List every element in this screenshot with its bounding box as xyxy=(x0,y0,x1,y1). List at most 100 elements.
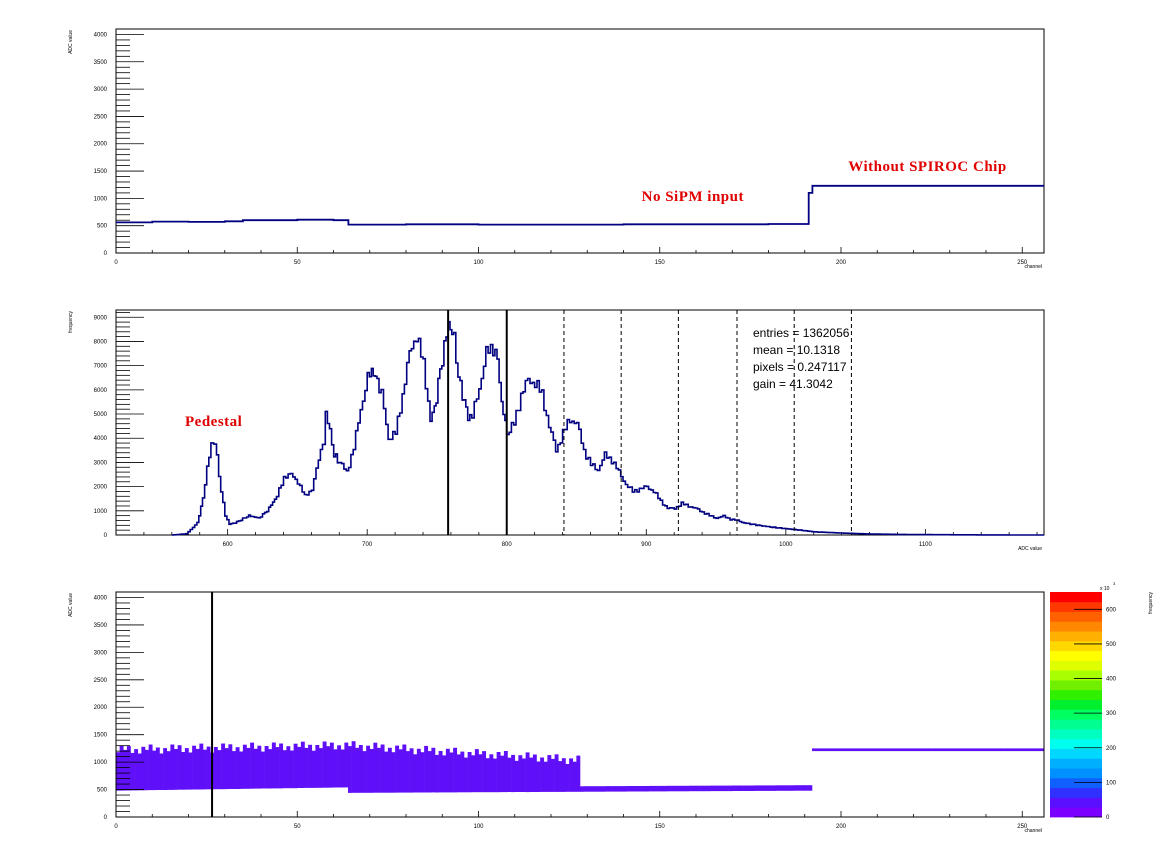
y-tick-label: 4000 xyxy=(94,32,108,38)
heatmap-cell xyxy=(1033,748,1038,752)
heatmap-cell xyxy=(206,746,211,790)
heatmap-cell xyxy=(677,785,682,792)
heatmap-cell xyxy=(329,742,334,788)
heatmap-cell xyxy=(870,748,874,752)
heatmap-cell xyxy=(311,750,316,788)
heatmap-cell xyxy=(1000,748,1005,752)
x-tick-label: 800 xyxy=(502,542,513,548)
heatmap-cell xyxy=(558,761,563,792)
colorbar-swatch xyxy=(1050,728,1102,740)
heatmap-cell xyxy=(830,748,835,752)
y-tick-label: 1500 xyxy=(94,169,108,175)
x-axis-title: channel xyxy=(1024,828,1042,834)
colorbar-swatch xyxy=(1050,777,1102,789)
heatmap-cell xyxy=(790,785,795,791)
y-tick-label: 3500 xyxy=(94,60,108,66)
heatmap-cell xyxy=(902,748,907,752)
heatmap-cell xyxy=(862,748,867,752)
colorbar-swatch xyxy=(1050,748,1102,759)
stats-line: mean = 10.1318 xyxy=(753,343,840,357)
heatmap-cell xyxy=(1040,748,1045,752)
y-tick-label: 0 xyxy=(104,251,108,257)
heatmap-cell xyxy=(732,785,737,791)
colorbar-swatch xyxy=(1050,660,1102,671)
heatmap-cell xyxy=(565,764,570,792)
heatmap-cell xyxy=(580,786,584,792)
heatmap-cell xyxy=(815,748,820,752)
heatmap-cell xyxy=(710,785,715,792)
heatmap-cell xyxy=(692,785,697,792)
colorbar-swatch xyxy=(1050,670,1102,681)
heatmap-cell xyxy=(594,786,599,792)
heatmap-cell xyxy=(601,786,606,792)
heatmap-cell xyxy=(743,785,748,791)
heatmap-cell xyxy=(797,785,802,791)
heatmap-cell xyxy=(511,754,516,793)
heatmap-cell xyxy=(899,748,903,752)
colorbar-swatch xyxy=(1050,797,1102,808)
heatmap-cell xyxy=(572,761,577,792)
heatmap-cell xyxy=(427,751,432,793)
heatmap-cell xyxy=(877,748,882,752)
y-tick-label: 7000 xyxy=(94,364,108,370)
x-tick-label: 1100 xyxy=(919,542,933,548)
heatmap-cell xyxy=(681,785,686,792)
heatmap-cell xyxy=(141,746,146,791)
heatmap-cell xyxy=(119,745,124,791)
y-tick-label: 9000 xyxy=(94,315,108,321)
heatmap-cell xyxy=(917,748,922,752)
heatmap-cell xyxy=(152,750,157,791)
heatmap-cell xyxy=(975,748,980,752)
heatmap-cell xyxy=(848,748,853,752)
heatmap-cell xyxy=(638,786,642,792)
heatmap-cell xyxy=(126,746,131,791)
heatmap-cell xyxy=(1029,748,1034,752)
colorbar-tick-label: 400 xyxy=(1106,677,1117,683)
heatmap-cell xyxy=(493,758,497,793)
panel-1-axes: 0 500 1000 1500 2000 2500 3000 3500 4000 0 50 100 15… xyxy=(68,28,1045,270)
heatmap-cell xyxy=(623,786,628,792)
heatmap-cell xyxy=(471,755,476,793)
stats-line: entries = 1362056 xyxy=(753,326,850,340)
y-tick-label: 3500 xyxy=(94,623,108,629)
colorbar-swatch xyxy=(1050,621,1102,632)
colorbar-swatch xyxy=(1050,758,1102,769)
heatmap-cell xyxy=(442,755,447,793)
heatmap-cell xyxy=(993,748,998,752)
x-tick-label: 50 xyxy=(294,260,301,266)
y-tick-label: 2500 xyxy=(94,678,108,684)
heatmap-cell xyxy=(735,785,740,791)
colorbar-swatch xyxy=(1050,807,1102,818)
heatmap-cell xyxy=(826,748,831,752)
heatmap-cell xyxy=(551,758,555,792)
y-tick-label: 500 xyxy=(97,788,108,794)
heatmap-cell xyxy=(569,758,574,792)
x-tick-label: 50 xyxy=(294,824,301,830)
heatmap-cell xyxy=(967,748,972,752)
heatmap-cell xyxy=(793,785,798,791)
x-tick-label: 600 xyxy=(223,542,234,548)
heatmap-cell xyxy=(435,754,439,793)
heatmap-cell xyxy=(964,748,969,752)
heatmap-cell xyxy=(181,752,186,790)
heatmap-cell xyxy=(1007,748,1012,752)
heatmap-cell xyxy=(123,749,128,791)
heatmap-cell xyxy=(648,785,653,792)
heatmap-cell xyxy=(696,785,700,792)
heatmap-cell xyxy=(717,785,722,792)
heatmap-cell xyxy=(145,749,149,791)
heatmap-cell xyxy=(148,744,153,791)
colorbar-title: frequency xyxy=(1148,592,1154,614)
heatmap-cell xyxy=(203,749,207,790)
heatmap-cell xyxy=(366,745,371,793)
heatmap-cell xyxy=(195,748,200,790)
heatmap-cell xyxy=(373,742,378,793)
heatmap-cell xyxy=(413,754,418,793)
heatmap-cell xyxy=(873,748,878,752)
heatmap-cell xyxy=(942,748,947,752)
heatmap-cell xyxy=(257,745,262,789)
heatmap-cell xyxy=(358,745,363,793)
heatmap-cell xyxy=(460,751,465,793)
colorbar-swatch xyxy=(1050,680,1102,691)
